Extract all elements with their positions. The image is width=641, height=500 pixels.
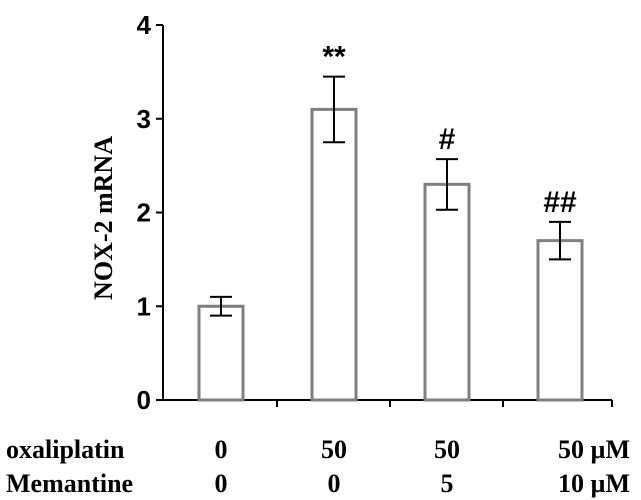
y-tick-label: 4	[137, 10, 152, 40]
treatment-row-value: 0	[215, 435, 228, 464]
y-tick-label: 1	[137, 291, 151, 321]
significance-annotations: **###	[322, 41, 577, 219]
y-tick-label: 3	[137, 104, 151, 134]
y-axis-label: NOX-2 mRNA	[89, 136, 118, 300]
significance-label: **	[322, 41, 346, 74]
bar	[310, 107, 358, 402]
y-tick-label: 2	[137, 198, 151, 228]
treatment-rows: oxaliplatin 0 50 50 50 µM Memantine 0 0 5 10 µM	[6, 435, 630, 498]
significance-label: ##	[543, 186, 577, 219]
significance-label: #	[439, 123, 456, 156]
treatment-row-value: 0	[328, 469, 341, 498]
bar	[536, 239, 584, 402]
treatment-row-value: 5	[441, 469, 454, 498]
y-tick-label: 0	[137, 385, 151, 415]
treatment-row-value: 0	[215, 469, 228, 498]
treatment-row-label: Memantine	[6, 469, 133, 498]
bar	[197, 304, 245, 402]
treatment-row-label: oxaliplatin	[6, 435, 125, 464]
treatment-row-value: 50	[434, 435, 460, 464]
treatment-row-value: 10 µM	[558, 469, 630, 498]
error-bars	[210, 75, 571, 317]
bar	[423, 182, 471, 402]
treatment-row-value: 50	[321, 435, 347, 464]
treatment-row-value: 50 µM	[558, 435, 630, 464]
bars	[197, 107, 584, 402]
